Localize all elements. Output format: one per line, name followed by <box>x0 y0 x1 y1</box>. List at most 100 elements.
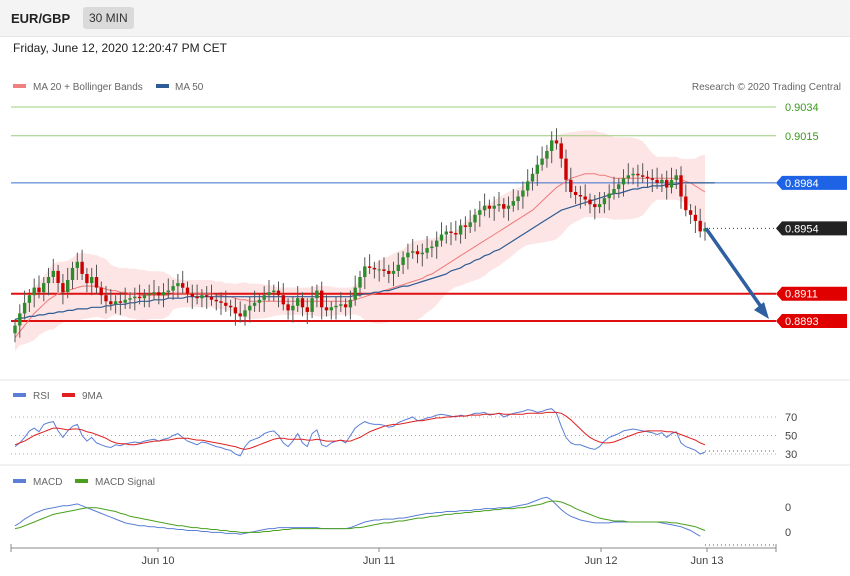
candle-body <box>123 299 127 303</box>
macd-panel: 00 <box>14 496 791 546</box>
candle-body <box>674 175 678 180</box>
timeframe-button[interactable]: 30 MIN <box>83 7 134 29</box>
candle <box>66 267 70 299</box>
candle-body <box>382 269 386 271</box>
candles <box>13 128 707 343</box>
candle-body <box>147 293 151 296</box>
candle <box>94 264 99 294</box>
candle-body <box>56 270 60 283</box>
candle <box>291 296 295 323</box>
candle <box>181 270 185 294</box>
candle <box>252 290 257 312</box>
candle <box>641 163 645 183</box>
candle-body <box>243 310 247 317</box>
candle-body <box>272 290 276 293</box>
candle <box>171 280 175 300</box>
candle-body <box>597 204 602 208</box>
candle-body <box>171 286 175 291</box>
candle <box>593 195 597 220</box>
rsi-panel: 70 50 30 <box>11 408 797 461</box>
candle-body <box>195 296 199 299</box>
candle-body <box>468 222 472 227</box>
candle-body <box>449 231 453 233</box>
candle-body <box>224 302 228 306</box>
candle-body <box>70 267 75 280</box>
candle-body <box>13 325 17 334</box>
candle-body <box>161 292 166 296</box>
candle-body <box>550 140 554 151</box>
candle-body <box>181 283 185 288</box>
candle-body <box>621 178 626 185</box>
candle <box>420 243 424 267</box>
candle <box>650 169 654 192</box>
candle-body <box>118 301 123 303</box>
candle <box>526 169 530 197</box>
candle <box>554 128 559 150</box>
candle <box>669 167 674 194</box>
candle <box>142 289 147 308</box>
candle-body <box>252 302 257 306</box>
legend-swatch-ma50 <box>156 84 169 88</box>
x-tick-label: Jun 12 <box>584 555 617 567</box>
candle <box>51 258 55 284</box>
level-tag-box-2 <box>776 175 847 190</box>
candle-body <box>583 196 587 200</box>
candle <box>214 293 218 311</box>
candle-body <box>669 179 674 188</box>
candle-body <box>296 298 300 306</box>
candle-body <box>473 214 477 223</box>
legend-swatch-macd-signal <box>75 479 88 483</box>
candle-body <box>631 173 635 176</box>
candle-body <box>617 184 621 189</box>
level-tag-2: 0.8984 <box>785 178 819 190</box>
candle <box>693 205 698 233</box>
candle <box>458 219 463 244</box>
candle-body <box>559 143 563 159</box>
candle <box>674 169 678 189</box>
candle-body <box>435 240 439 247</box>
candle-body <box>478 210 482 215</box>
candle-body <box>406 252 410 258</box>
candle-body <box>228 305 233 308</box>
candle <box>42 277 46 302</box>
candle-body <box>506 205 511 209</box>
candle <box>382 257 386 277</box>
x-tick-label: Jun 13 <box>690 555 723 567</box>
candle <box>61 274 65 305</box>
candle <box>665 170 669 200</box>
candle-body <box>698 220 702 232</box>
candle-body <box>257 299 262 303</box>
candle-body <box>51 270 55 277</box>
candle-body <box>554 140 559 144</box>
candle-body <box>430 246 434 249</box>
candle <box>243 304 247 326</box>
candle <box>85 267 89 293</box>
candle <box>540 146 544 171</box>
candle <box>276 281 281 308</box>
candle-body <box>142 295 147 299</box>
candle <box>497 192 501 212</box>
candle <box>147 284 151 308</box>
candle <box>109 289 113 311</box>
candle <box>564 149 568 192</box>
candle-body <box>535 164 539 174</box>
candle <box>387 264 391 284</box>
candle <box>425 236 429 259</box>
candle <box>358 270 362 297</box>
candle <box>224 290 228 312</box>
candle <box>444 225 448 244</box>
candle-body <box>22 302 27 314</box>
candle <box>411 239 415 259</box>
candle-body <box>521 190 525 197</box>
candle-body <box>281 295 285 305</box>
candle <box>27 289 32 312</box>
x-axis: Jun 10 Jun 11 Jun 12 Jun 13 <box>10 544 777 567</box>
symbol-label: EUR/GBP <box>11 11 71 26</box>
rsi-tick-label: 30 <box>785 449 797 461</box>
legend-swatch-rsi <box>13 393 26 397</box>
candle <box>80 249 84 280</box>
candle-body <box>99 287 103 296</box>
candle-body <box>607 193 611 199</box>
candle-body <box>46 277 51 284</box>
candle <box>46 267 51 296</box>
